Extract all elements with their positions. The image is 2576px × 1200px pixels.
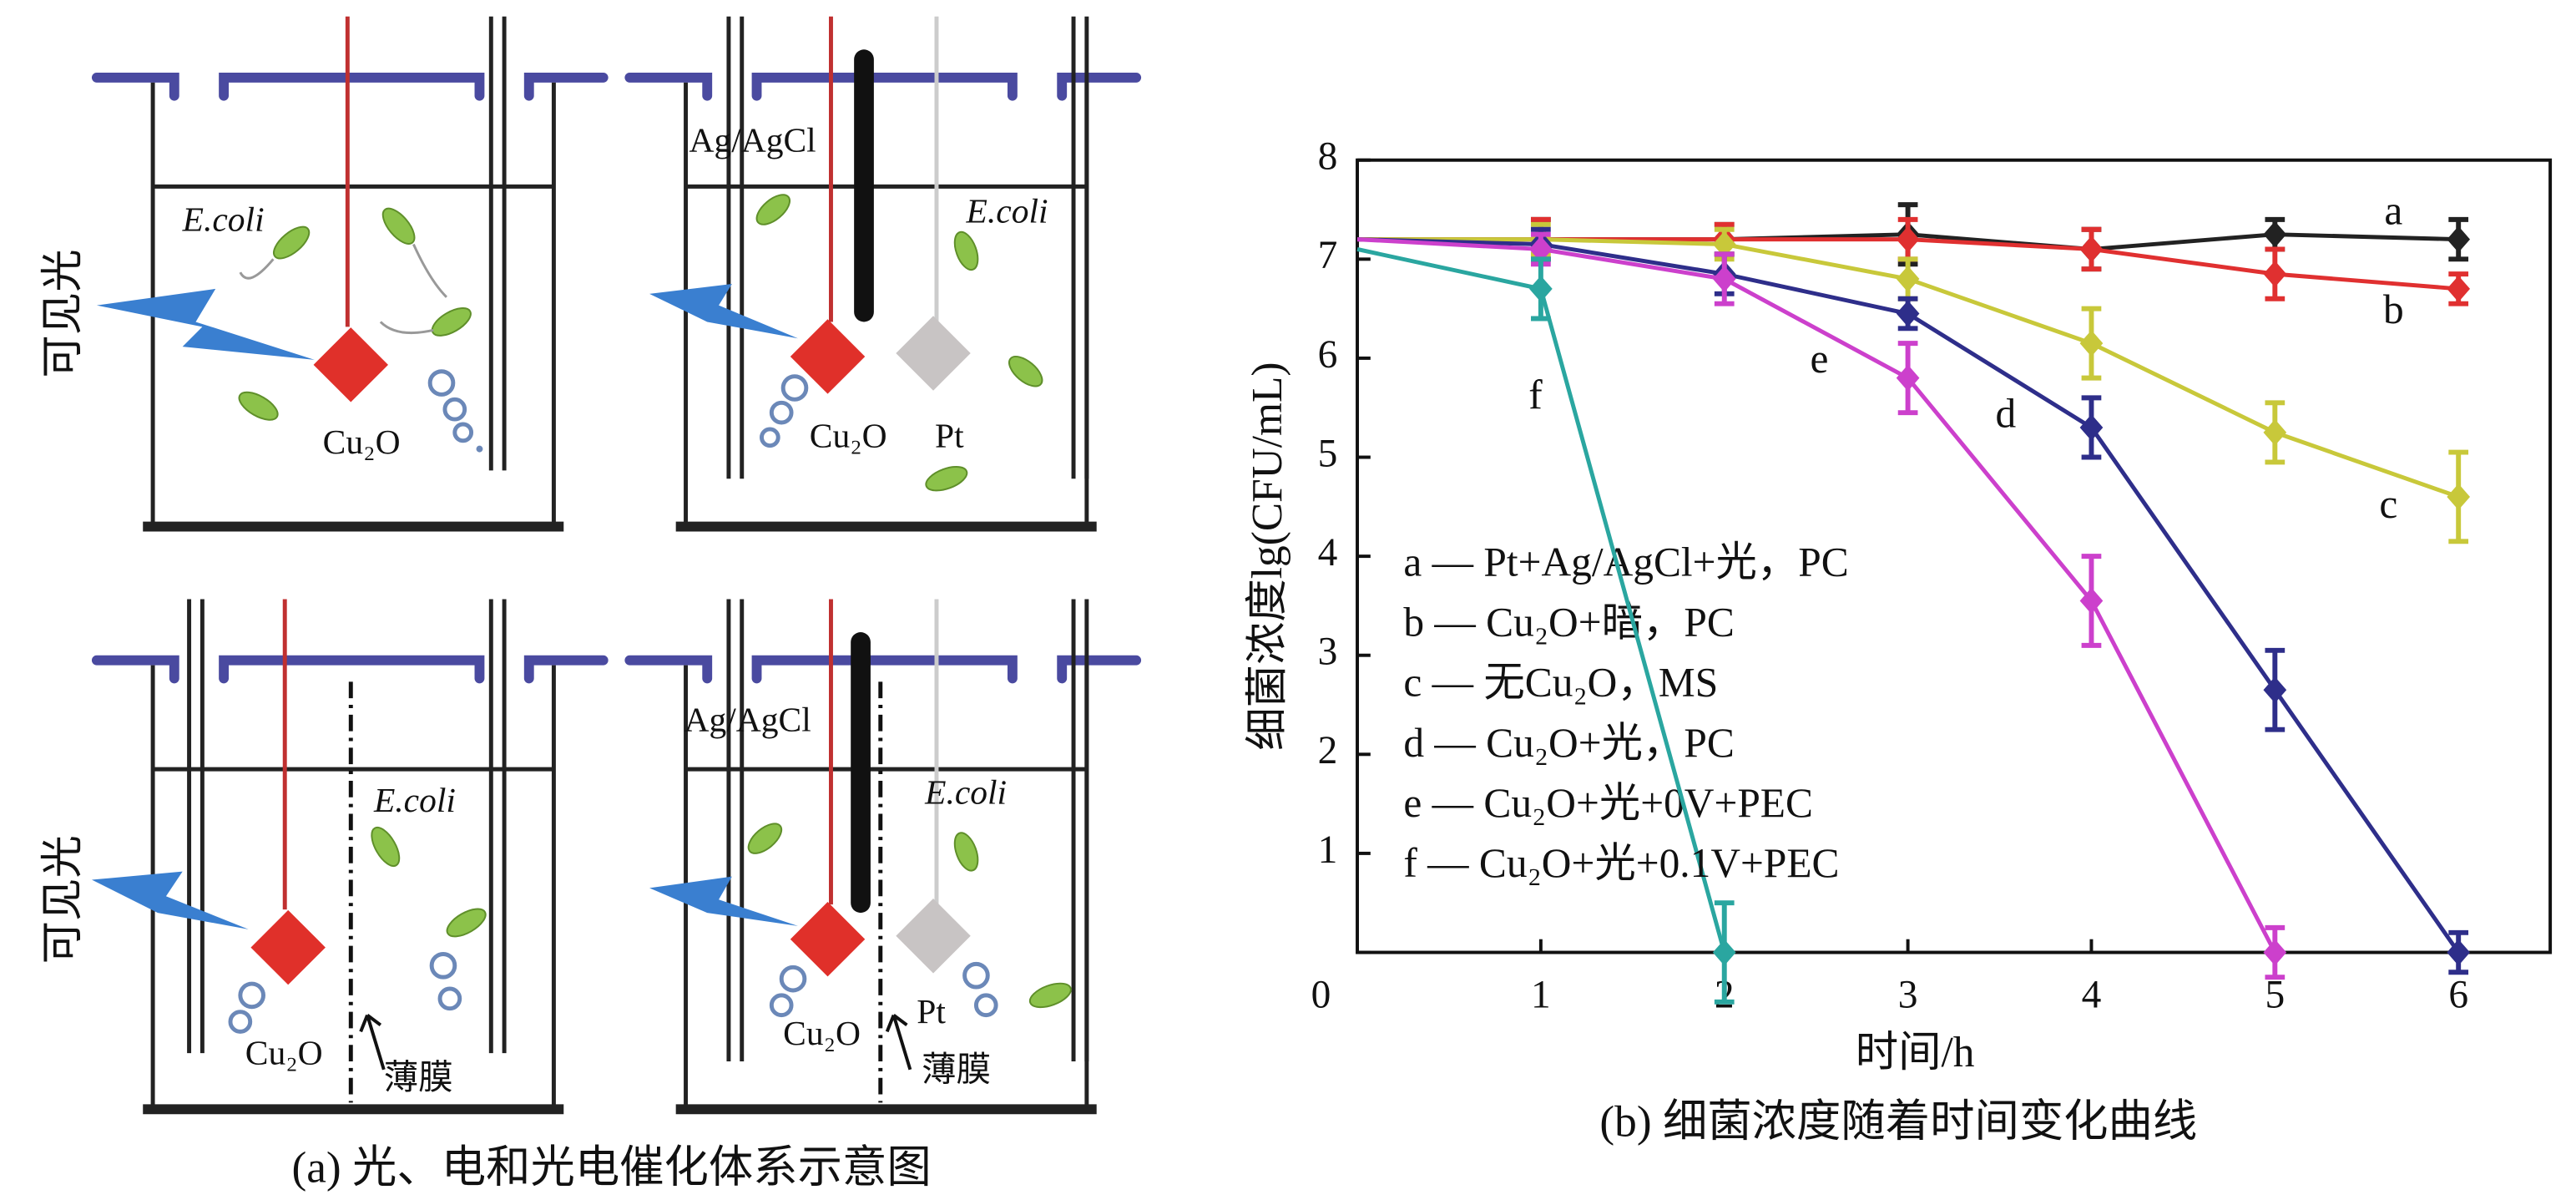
- agagcl-label: Ag/AgCl: [684, 700, 811, 738]
- data-point: [2447, 276, 2471, 302]
- data-point: [2263, 220, 2287, 248]
- data-point: [2447, 484, 2471, 510]
- y-axis-label: 细菌浓度lg(CFU/mL): [1244, 362, 1291, 751]
- membrane-label: 薄膜: [922, 1050, 991, 1088]
- chart-title: (b) 细菌浓度随着时间变化曲线: [1599, 1096, 2197, 1146]
- ecoli-label: E.coli: [966, 191, 1048, 230]
- curve-label: f: [1528, 372, 1543, 418]
- data-point: [1896, 364, 1920, 392]
- caption-a: (a) 光、电和光电催化体系示意图: [291, 1142, 931, 1192]
- beaker-top-left: [97, 16, 604, 527]
- legend-entry: f — Cu₂O+光+0.1V+PEC: [1403, 840, 1839, 886]
- legend-entry: e — Cu₂O+光+0V+PEC: [1403, 780, 1813, 826]
- y-tick-label: 6: [1318, 333, 1338, 377]
- curve-label: e: [1811, 336, 1829, 382]
- data-point: [2447, 939, 2471, 966]
- beaker-top-right: [629, 16, 1136, 527]
- side-label: 可见光: [39, 835, 87, 964]
- data-point: [1712, 266, 1736, 292]
- data-point: [2263, 419, 2287, 446]
- y-tick-label: 3: [1318, 630, 1338, 674]
- side-label: 可见光: [39, 249, 87, 377]
- data-point: [1529, 276, 1553, 302]
- panel-a-labels: 可见光 可见光 E.coli E.coli E.coli E.coli Cu₂O…: [39, 120, 1048, 1192]
- curve-label: c: [2379, 481, 2397, 527]
- data-point: [2447, 225, 2471, 253]
- cu2o-label: Cu₂O: [245, 1034, 323, 1072]
- y-tick-label: 7: [1318, 234, 1338, 277]
- x-tick-label: 5: [2265, 974, 2285, 1017]
- data-point: [2079, 330, 2104, 357]
- y-tick-label: 4: [1318, 531, 1338, 575]
- pt-label: Pt: [935, 416, 964, 454]
- cu2o-label: Cu₂O: [783, 1014, 861, 1052]
- data-point: [1712, 939, 1736, 966]
- beaker-bottom-right: [629, 599, 1136, 1110]
- series-line: [1356, 237, 2277, 954]
- ecoli-label: E.coli: [373, 781, 456, 819]
- membrane-label: 薄膜: [384, 1058, 453, 1096]
- data-point: [1896, 300, 1920, 327]
- curve-label: b: [2383, 286, 2404, 332]
- y-tick-label: 1: [1318, 828, 1338, 872]
- cu2o-label: Cu₂O: [810, 416, 887, 454]
- ecoli-label: E.coli: [924, 772, 1007, 811]
- data-point: [2079, 235, 2104, 263]
- ecoli-label: E.coli: [182, 200, 265, 238]
- data-point: [2079, 414, 2104, 441]
- data-point: [1896, 225, 1920, 253]
- data-point: [2263, 261, 2287, 287]
- legend-entry: a — Pt+Ag/AgCl+光，PC: [1403, 539, 1848, 585]
- cu2o-label: Cu₂O: [323, 423, 401, 461]
- legend-entry: b — Cu₂O+暗，PC: [1403, 599, 1734, 645]
- y-tick-label: 8: [1318, 135, 1338, 179]
- data-point: [1896, 266, 1920, 292]
- legend-entry: c — 无Cu₂O，MS: [1403, 660, 1718, 706]
- data-point: [2263, 939, 2287, 966]
- beaker-bottom-left: [92, 599, 604, 1110]
- x-tick-label: 1: [1531, 974, 1551, 1017]
- curve-label: d: [1995, 390, 2016, 436]
- pt-label: Pt: [917, 992, 946, 1030]
- curve-label: a: [2384, 187, 2402, 233]
- y-tick-label: 5: [1318, 432, 1338, 475]
- x-tick-label: 3: [1898, 974, 1918, 1017]
- legend-entry: d — Cu₂O+光，PC: [1403, 720, 1734, 766]
- x-tick-label: 6: [2448, 974, 2468, 1017]
- y-tick-label: 2: [1318, 729, 1338, 772]
- x-axis-label: 时间/h: [1856, 1029, 1975, 1076]
- y-tick-label: 0: [1311, 974, 1331, 1017]
- agagcl-label: Ag/AgCl: [689, 120, 816, 159]
- x-tick-label: 4: [2082, 974, 2102, 1017]
